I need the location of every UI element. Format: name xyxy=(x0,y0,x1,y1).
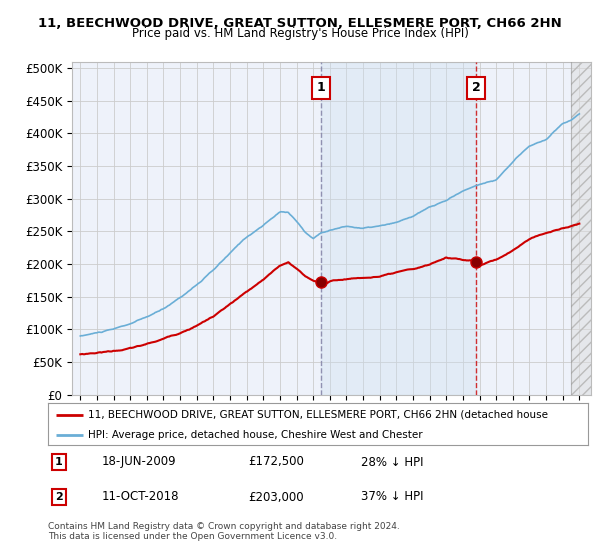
Text: 37% ↓ HPI: 37% ↓ HPI xyxy=(361,491,424,503)
Text: HPI: Average price, detached house, Cheshire West and Chester: HPI: Average price, detached house, Ches… xyxy=(89,430,423,440)
Text: 1: 1 xyxy=(316,81,325,94)
Text: 18-JUN-2009: 18-JUN-2009 xyxy=(102,455,176,469)
Text: 2: 2 xyxy=(55,492,62,502)
Bar xyxy=(571,62,596,395)
Text: £203,000: £203,000 xyxy=(248,491,304,503)
Text: 11, BEECHWOOD DRIVE, GREAT SUTTON, ELLESMERE PORT, CH66 2HN (detached house: 11, BEECHWOOD DRIVE, GREAT SUTTON, ELLES… xyxy=(89,410,548,420)
Text: 11, BEECHWOOD DRIVE, GREAT SUTTON, ELLESMERE PORT, CH66 2HN: 11, BEECHWOOD DRIVE, GREAT SUTTON, ELLES… xyxy=(38,17,562,30)
Text: 1: 1 xyxy=(55,457,62,467)
Text: 2: 2 xyxy=(472,81,480,94)
Text: Contains HM Land Registry data © Crown copyright and database right 2024.
This d: Contains HM Land Registry data © Crown c… xyxy=(48,522,400,542)
Text: £172,500: £172,500 xyxy=(248,455,304,469)
Text: 28% ↓ HPI: 28% ↓ HPI xyxy=(361,455,424,469)
Text: Price paid vs. HM Land Registry's House Price Index (HPI): Price paid vs. HM Land Registry's House … xyxy=(131,27,469,40)
Bar xyxy=(571,62,600,395)
Bar xyxy=(321,62,476,395)
Text: 11-OCT-2018: 11-OCT-2018 xyxy=(102,491,179,503)
